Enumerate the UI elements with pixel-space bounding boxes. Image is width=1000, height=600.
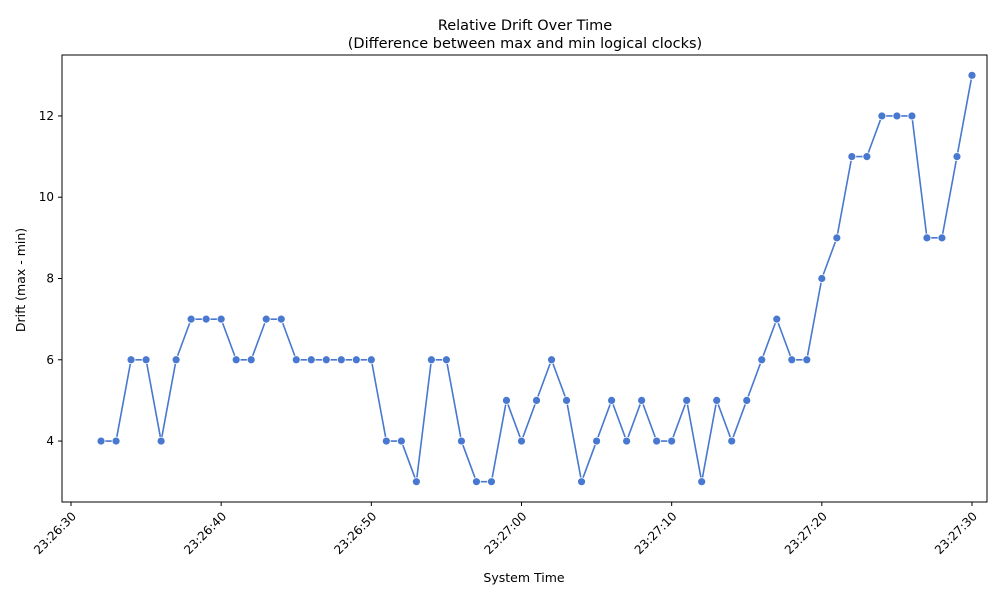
data-point — [712, 396, 722, 405]
chart-subtitle: (Difference between max and min logical … — [348, 36, 702, 52]
data-point — [532, 396, 541, 405]
x-tick-label: 23:27:00 — [482, 509, 530, 557]
data-point — [682, 396, 692, 405]
data-point — [802, 355, 812, 365]
data-point — [622, 436, 632, 446]
chart-title: Relative Drift Over Time — [438, 18, 612, 34]
y-tick-label: 4 — [46, 434, 54, 448]
data-point — [667, 436, 677, 446]
data-point — [351, 355, 361, 365]
data-point — [472, 477, 481, 487]
data-point — [426, 355, 436, 365]
data-point — [442, 355, 451, 365]
data-point — [907, 111, 917, 121]
data-point — [967, 70, 977, 80]
data-point — [937, 233, 947, 243]
x-tick-label: 23:26:40 — [181, 509, 229, 557]
data-point — [577, 477, 586, 487]
data-point — [111, 436, 121, 446]
data-point — [261, 314, 271, 324]
x-axis-label: System Time — [483, 570, 564, 585]
data-point — [562, 396, 571, 405]
data-point — [156, 436, 166, 446]
data-point — [892, 111, 902, 121]
data-point — [487, 477, 496, 487]
data-point — [321, 355, 331, 365]
data-point — [171, 355, 181, 365]
data-point — [231, 355, 241, 365]
data-point — [517, 436, 526, 446]
y-tick-label: 8 — [46, 272, 54, 286]
data-point — [141, 355, 151, 365]
data-point — [877, 111, 887, 121]
drift-series-line — [101, 75, 973, 483]
x-tick-label: 23:27:30 — [932, 509, 980, 557]
data-point — [411, 477, 421, 487]
data-point — [457, 436, 466, 446]
data-point — [381, 436, 391, 446]
data-point — [216, 314, 226, 324]
data-point — [757, 355, 767, 365]
data-point — [697, 477, 707, 487]
data-point — [547, 355, 556, 365]
data-point — [306, 355, 316, 365]
data-point — [742, 396, 752, 405]
data-point — [366, 355, 376, 365]
data-point — [96, 436, 106, 446]
data-point — [502, 396, 511, 405]
x-tick-label: 23:26:30 — [31, 509, 79, 557]
data-point — [922, 233, 932, 243]
data-point — [246, 355, 256, 365]
data-point — [787, 355, 797, 365]
data-point — [336, 355, 346, 365]
data-point — [862, 152, 872, 161]
y-tick-label: 12 — [39, 109, 54, 123]
data-point — [291, 355, 301, 365]
data-point — [832, 233, 842, 243]
data-point — [276, 314, 286, 324]
data-point — [126, 355, 136, 365]
data-point — [201, 314, 211, 324]
x-tick-label: 23:27:10 — [632, 509, 680, 557]
data-point — [652, 436, 662, 446]
y-tick-label: 6 — [46, 353, 54, 367]
data-point — [186, 314, 196, 324]
plot-area: 4 6 8 10 12 23:26:30 23:26:40 23:26:50 23:27:00 2… — [31, 54, 988, 557]
data-point — [847, 152, 857, 161]
data-point — [637, 396, 647, 405]
y-tick-label: 10 — [39, 190, 54, 204]
data-point — [952, 152, 962, 161]
data-point — [817, 274, 827, 283]
x-tick-label: 23:27:20 — [782, 509, 830, 557]
data-point — [396, 436, 406, 446]
data-point — [592, 436, 601, 446]
data-point — [772, 314, 782, 324]
x-tick-label: 23:26:50 — [331, 509, 379, 557]
data-point — [607, 396, 616, 405]
data-point — [727, 436, 737, 446]
y-axis-label: Drift (max - min) — [13, 228, 28, 332]
